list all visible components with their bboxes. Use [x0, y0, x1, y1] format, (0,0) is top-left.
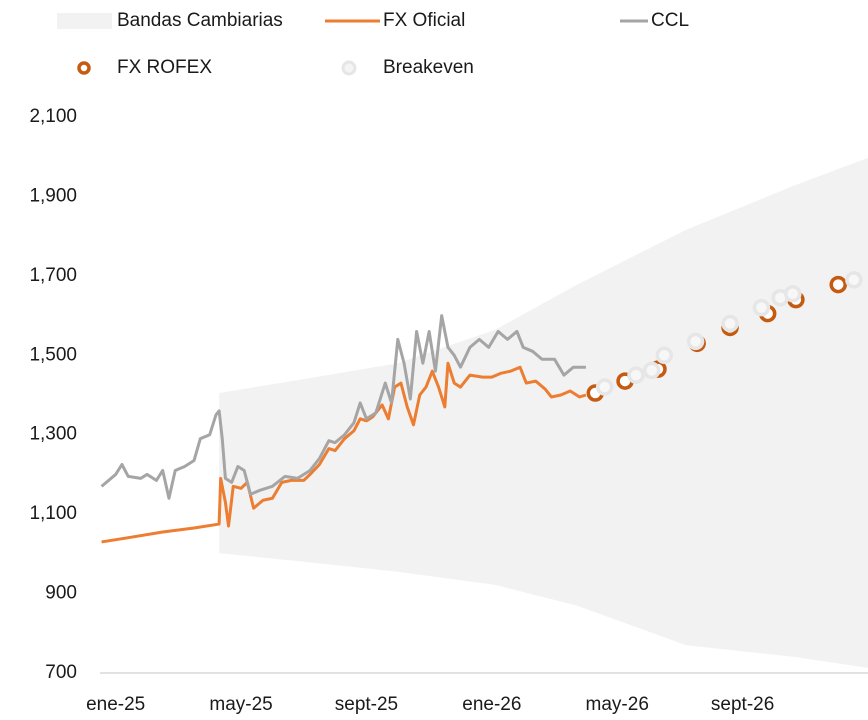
legend-swatch-marker: [341, 60, 357, 76]
series-line: [101, 361, 587, 544]
band-area: [219, 157, 868, 668]
y-tick-label: 1,500: [29, 344, 77, 365]
x-tick-label: ene-26: [462, 694, 521, 715]
marker: [655, 346, 673, 365]
y-tick-label: 1,900: [29, 185, 77, 206]
marker: [752, 298, 771, 317]
legend-label: FX ROFEX: [117, 57, 212, 78]
y-tick-label: 2,100: [29, 106, 77, 127]
y-tick-label: 1,700: [29, 265, 77, 286]
y-tick-label: 900: [45, 583, 77, 604]
marker: [845, 271, 863, 289]
y-tick-label: 1,300: [29, 424, 77, 445]
legend-label: CCL: [651, 10, 689, 31]
x-tick-label: sept-25: [335, 694, 398, 715]
y-tick-label: 1,100: [29, 503, 77, 524]
marker: [686, 332, 705, 351]
legend-label: Breakeven: [383, 57, 474, 78]
x-tick-label: may-26: [586, 694, 649, 715]
x-tick-label: may-25: [209, 694, 272, 715]
marker: [721, 314, 739, 333]
marker: [784, 284, 802, 303]
marker: [627, 366, 645, 384]
legend-label: Bandas Cambiarias: [117, 10, 283, 31]
legend-swatch-band: [57, 13, 112, 29]
marker: [595, 378, 614, 396]
legend-swatch-marker: [77, 61, 91, 75]
x-tick-label: sept-26: [711, 694, 774, 715]
series-line: [100, 314, 586, 500]
x-tick-label: ene-25: [86, 694, 145, 715]
y-tick-label: 700: [45, 662, 77, 683]
marker: [829, 275, 847, 294]
legend-label: FX Oficial: [383, 10, 465, 31]
marker: [642, 361, 661, 380]
